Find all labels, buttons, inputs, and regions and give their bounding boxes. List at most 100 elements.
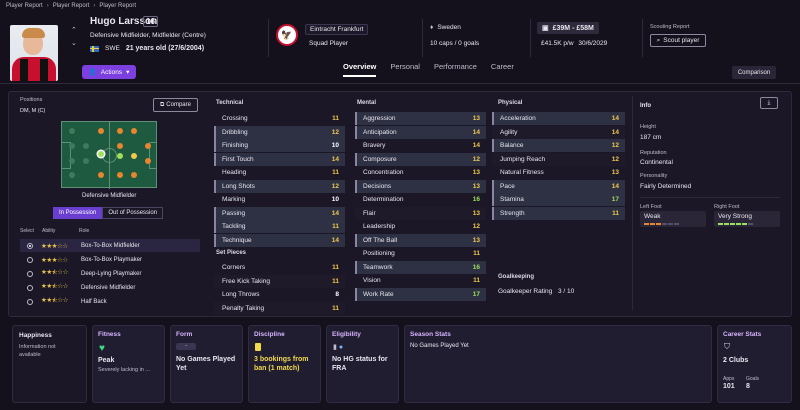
- eligibility-title: Eligibility: [332, 331, 361, 338]
- discipline-card[interactable]: Discipline 3 bookings from ban (1 match): [248, 325, 321, 403]
- attribute-row-pace[interactable]: Pace 14: [492, 179, 625, 193]
- tab-personal[interactable]: Personal: [390, 62, 420, 71]
- tab-career[interactable]: Career: [490, 62, 514, 71]
- happiness-text: Information not available: [19, 344, 56, 358]
- attribute-row-teamwork[interactable]: Teamwork 16: [355, 260, 486, 274]
- role-row[interactable]: ★★⯪☆☆ Defensive Midfielder: [20, 281, 200, 294]
- attribute-row-concentration[interactable]: Concentration 13: [355, 166, 486, 179]
- role-radio[interactable]: [27, 242, 33, 249]
- attribute-value: 14: [611, 182, 619, 190]
- attribute-name: Penalty Taking: [222, 304, 265, 312]
- role-radio[interactable]: [27, 270, 33, 277]
- attribute-value: 11: [332, 115, 339, 122]
- club-name[interactable]: Eintracht Frankfurt: [305, 24, 369, 35]
- attribute-row-heading[interactable]: Heading 11: [214, 166, 345, 179]
- attribute-row-tackling[interactable]: Tackling 11: [214, 220, 345, 233]
- role-radio[interactable]: [27, 284, 33, 291]
- chevron-down-icon[interactable]: ⌄: [71, 40, 77, 47]
- attribute-row-long-throws[interactable]: Long Throws 8: [214, 288, 345, 301]
- actions-button[interactable]: 👤 Actions ▾: [82, 65, 136, 79]
- goals-label: Goals: [746, 376, 760, 382]
- attribute-value: 14: [611, 115, 619, 122]
- breadcrumb-item[interactable]: Player Report: [6, 3, 43, 9]
- comparison-button[interactable]: Comparison: [732, 66, 776, 79]
- attribute-row-penalty-taking[interactable]: Penalty Taking 11: [214, 301, 345, 315]
- attribute-name: Free Kick Taking: [222, 277, 270, 285]
- attribute-name: Positioning: [363, 250, 395, 257]
- role-row[interactable]: ★★★☆☆ Box-To-Box Playmaker: [20, 253, 200, 266]
- position-marker: [69, 143, 75, 149]
- attribute-row-flair[interactable]: Flair 13: [355, 206, 486, 220]
- attribute-value: 11: [473, 277, 480, 284]
- role-radio[interactable]: [27, 298, 33, 305]
- role-radio[interactable]: [27, 256, 33, 263]
- attribute-row-balance[interactable]: Balance 12: [492, 139, 625, 152]
- tab-in-possession[interactable]: In Possession: [53, 207, 103, 219]
- attribute-row-composure[interactable]: Composure 12: [355, 152, 486, 166]
- divider: [632, 96, 633, 310]
- attribute-row-dribbling[interactable]: Dribbling 12: [214, 125, 345, 139]
- position-marker: [131, 128, 137, 134]
- breadcrumb-item[interactable]: Player Report: [52, 3, 90, 9]
- attribute-value: 13: [472, 169, 480, 176]
- role-row[interactable]: ★★⯪☆☆ Deep-Lying Playmaker: [20, 267, 200, 280]
- selected-position: Defensive Midfielder: [82, 193, 137, 199]
- player-nationality: SWE 21 years old (27/6/2004): [90, 45, 204, 52]
- attribute-row-aggression[interactable]: Aggression 13: [355, 112, 486, 125]
- attribute-name: Acceleration: [500, 115, 536, 122]
- attribute-row-determination[interactable]: Determination 16: [355, 193, 486, 206]
- eligibility-card[interactable]: Eligibility ▮ ● No HG status for FRA: [326, 325, 399, 403]
- tab-overview[interactable]: Overview: [343, 62, 377, 77]
- attribute-row-first-touch[interactable]: First Touch 14: [214, 152, 345, 166]
- fitness-card[interactable]: Fitness ♥ Peak Severely lacking in ...: [92, 325, 165, 403]
- chevron-up-icon[interactable]: ⌃: [71, 27, 77, 34]
- attribute-value: 14: [472, 128, 480, 136]
- attribute-row-corners[interactable]: Corners 11: [214, 261, 345, 274]
- attribute-row-crossing[interactable]: Crossing 11: [214, 112, 345, 125]
- attribute-name: Natural Fitness: [500, 169, 544, 176]
- scout-player-button[interactable]: ⌕ Scout player: [650, 34, 706, 47]
- chevron-right-icon: ›: [46, 3, 49, 9]
- international-country: ♦ Sweden: [430, 24, 461, 31]
- heart-icon: ♥: [99, 343, 105, 354]
- download-button[interactable]: ⤓: [760, 97, 778, 109]
- attribute-row-free-kick-taking[interactable]: Free Kick Taking 11: [214, 274, 345, 288]
- role-row[interactable]: ★★★☆☆ Box-To-Box Midfielder: [20, 239, 200, 252]
- attribute-row-strength[interactable]: Strength 11: [492, 206, 625, 220]
- attribute-row-agility[interactable]: Agility 14: [492, 125, 625, 139]
- attribute-row-decisions[interactable]: Decisions 13: [355, 179, 486, 193]
- season-stats-card[interactable]: Season Stats No Games Played Yet: [404, 325, 712, 403]
- tab-out-of-possession[interactable]: Out of Possession: [102, 207, 164, 219]
- attribute-row-natural-fitness[interactable]: Natural Fitness 13: [492, 166, 625, 179]
- attribute-row-passing[interactable]: Passing 14: [214, 206, 345, 220]
- attribute-row-vision[interactable]: Vision 11: [355, 274, 486, 287]
- attribute-row-bravery[interactable]: Bravery 14: [355, 139, 486, 152]
- attribute-row-marking[interactable]: Marking 10: [214, 193, 345, 206]
- form-card[interactable]: Form - No Games Played Yet: [170, 325, 243, 403]
- attribute-row-off-the-ball[interactable]: Off The Ball 13: [355, 233, 486, 247]
- role-row[interactable]: ★★⯪☆☆ Half Back: [20, 295, 200, 308]
- attribute-row-positioning[interactable]: Positioning 11: [355, 247, 486, 260]
- badge-icon: ▮: [333, 344, 337, 351]
- happiness-card[interactable]: Happiness Information not available: [12, 325, 87, 403]
- attribute-row-long-shots[interactable]: Long Shots 12: [214, 179, 345, 193]
- attribute-value: 13: [472, 209, 480, 217]
- season-stats-title: Season Stats: [410, 331, 451, 338]
- attribute-name: Work Rate: [363, 290, 394, 298]
- actions-label: Actions: [100, 68, 123, 76]
- tab-performance[interactable]: Performance: [433, 62, 477, 71]
- attribute-row-acceleration[interactable]: Acceleration 14: [492, 112, 625, 125]
- attribute-row-work-rate[interactable]: Work Rate 17: [355, 287, 486, 301]
- attribute-row-finishing[interactable]: Finishing 10: [214, 139, 345, 152]
- attribute-value: 10: [331, 142, 339, 149]
- attribute-row-anticipation[interactable]: Anticipation 14: [355, 125, 486, 139]
- attribute-row-jumping-reach[interactable]: Jumping Reach 12: [492, 152, 625, 166]
- role-name: Box-To-Box Playmaker: [81, 256, 143, 263]
- scout-player-label: Scout player: [663, 37, 700, 44]
- compare-button[interactable]: ⧉ Compare: [153, 98, 198, 112]
- attribute-row-leadership[interactable]: Leadership 12: [355, 220, 486, 233]
- attribute-row-technique[interactable]: Technique 14: [214, 233, 345, 247]
- attribute-row-stamina[interactable]: Stamina 17: [492, 193, 625, 206]
- career-stats-card[interactable]: Career Stats ⛉ 2 Clubs Apps 101 Goals 8: [717, 325, 792, 403]
- personality-value: Fairly Determined: [640, 183, 692, 190]
